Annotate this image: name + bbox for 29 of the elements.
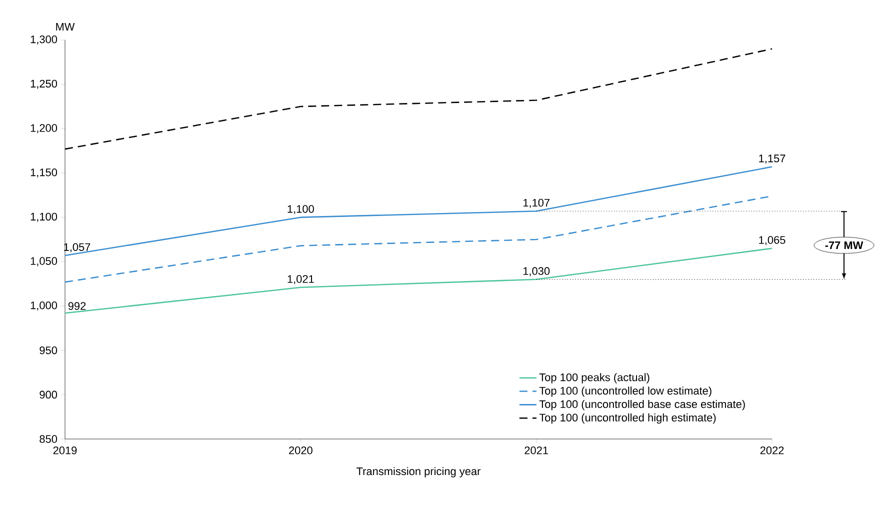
y-tick-label: 1,000 — [30, 301, 58, 311]
data-label: 1,100 — [288, 205, 314, 214]
y-tick-label: 850 — [40, 435, 58, 443]
data-label: 992 — [68, 302, 86, 310]
x-axis-title: Transmission pricing year — [356, 467, 481, 478]
y-tick-label: 1,150 — [30, 168, 58, 178]
y-tick-label: 1,200 — [30, 124, 58, 134]
legend-label: Top 100 (uncontrolled low estimate) — [539, 386, 712, 397]
data-label: 1,030 — [523, 267, 550, 276]
data-label: 1,157 — [759, 154, 786, 164]
y-tick-label: 1,300 — [30, 35, 58, 45]
legend-label: Top 100 peaks (actual) — [539, 373, 650, 384]
x-tick-label: 2019 — [53, 446, 77, 454]
y-tick-label: 950 — [40, 346, 58, 354]
data-label: 1,107 — [523, 198, 550, 208]
x-tick-label: 2021 — [524, 446, 548, 454]
data-label: 1,065 — [759, 236, 786, 246]
y-tick-label: 1,250 — [30, 80, 58, 89]
y-tick-label: 1,100 — [30, 212, 58, 222]
text: -77 MW — [825, 242, 864, 250]
y-axis-title: MW — [56, 22, 75, 30]
legend-label: Top 100 (uncontrolled high estimate) — [539, 413, 716, 424]
y-tick-label: 1,050 — [30, 257, 58, 266]
y-tick-label: 900 — [40, 390, 58, 399]
data-label: 1,021 — [288, 275, 314, 284]
data-label: 1,057 — [64, 243, 90, 252]
x-tick-label: 2022 — [760, 446, 784, 454]
legend-label: Top 100 (uncontrolled base case estimate) — [539, 400, 745, 410]
x-tick-label: 2020 — [289, 446, 312, 454]
